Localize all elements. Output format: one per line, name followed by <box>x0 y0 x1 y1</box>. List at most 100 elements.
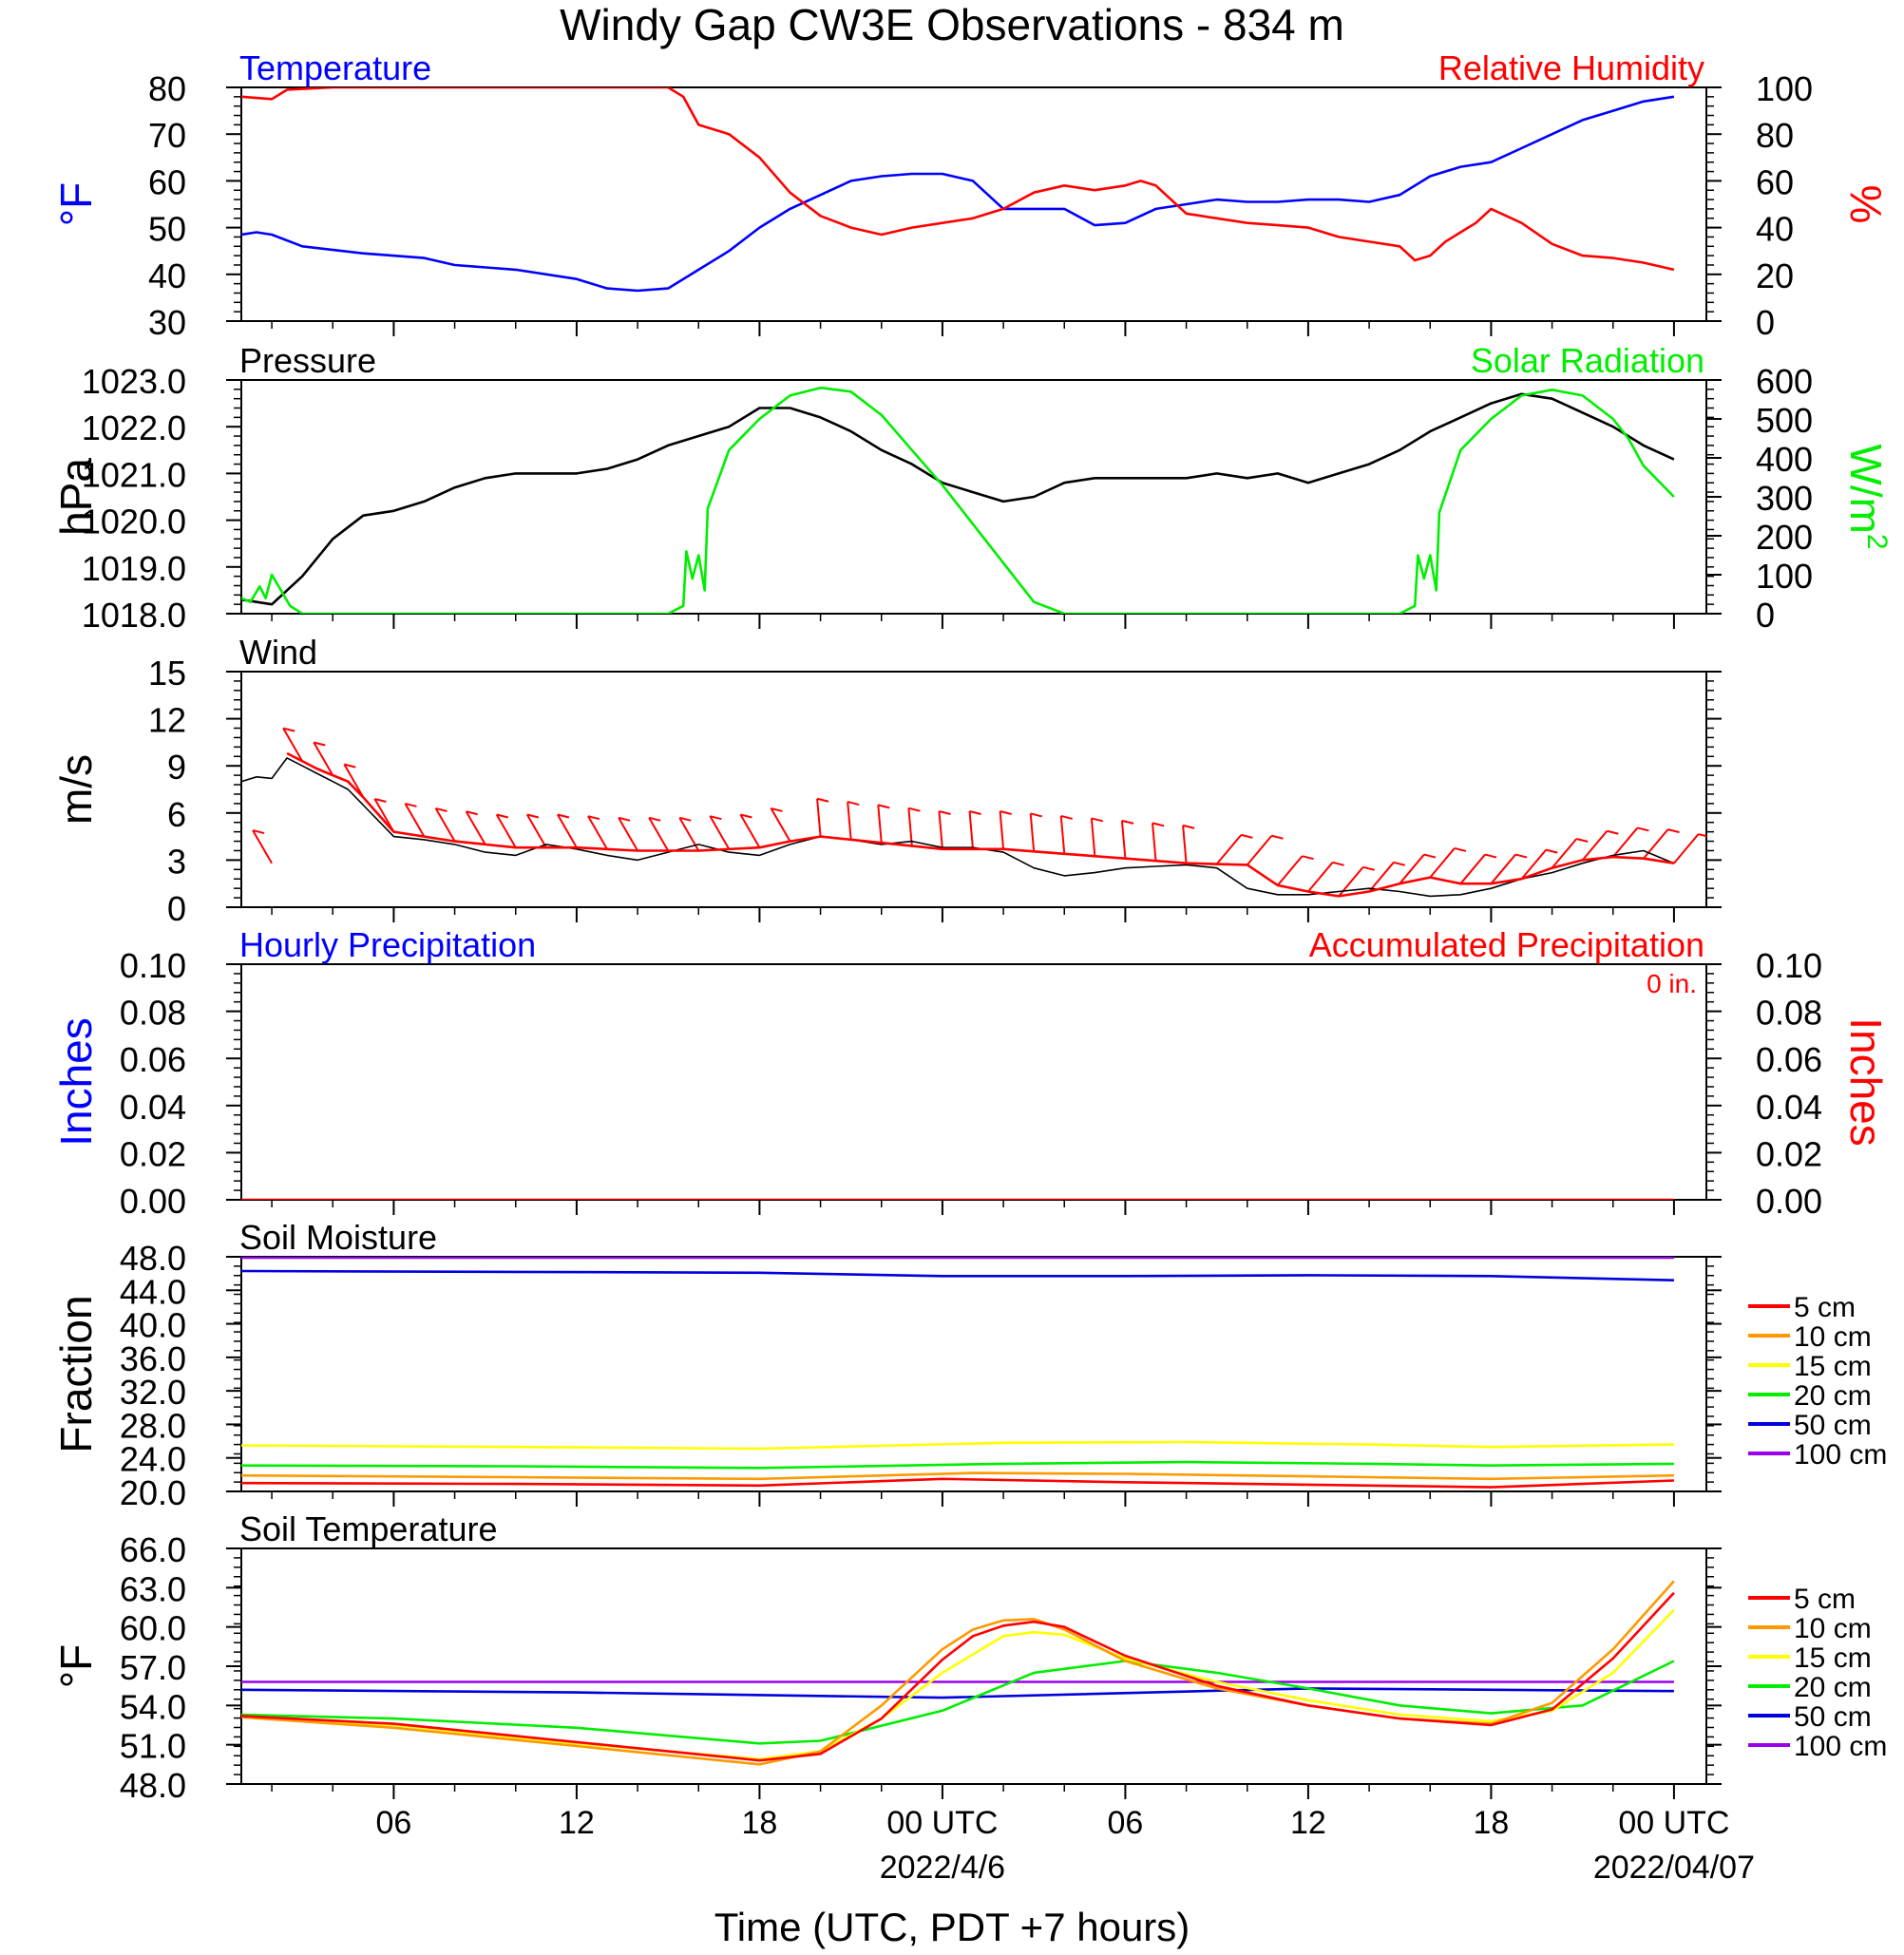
wind-barb <box>1643 828 1669 860</box>
legend-label: 10 cm <box>1794 1321 1872 1353</box>
y2-tick-label: 0.00 <box>1756 1182 1822 1221</box>
plot-frame <box>240 86 1707 322</box>
y2-tick-label: 600 <box>1756 362 1813 401</box>
x-date-label: 2022/4/6 <box>880 1850 1005 1886</box>
wind-barb-flag <box>679 816 692 822</box>
wind-barb-flag <box>1000 810 1012 815</box>
panel-soil-moisture: 20.024.028.032.036.040.044.048.0 Soil Moi… <box>51 1218 1722 1512</box>
legend-label: 20 cm <box>1794 1672 1872 1703</box>
wind-barb-flag <box>1030 812 1042 818</box>
series-line-humidity <box>241 87 1675 272</box>
wind-barb-flag <box>587 815 600 821</box>
legend-label: 10 cm <box>1794 1613 1872 1644</box>
wind-barb <box>907 807 913 846</box>
y2-tick-label: 0.10 <box>1756 946 1822 985</box>
wind-barb <box>1459 853 1486 884</box>
y-tick-label: 70 <box>148 116 186 155</box>
series-group <box>241 727 1706 898</box>
series-line-d50 <box>241 1687 1674 1699</box>
wind-barb-flag <box>1362 865 1375 871</box>
y-tick-label: 44.0 <box>120 1272 186 1311</box>
wind-barb <box>1673 833 1700 864</box>
legend-label: 100 cm <box>1794 1731 1887 1762</box>
wind-barb <box>618 817 638 851</box>
wind-barb-flag <box>878 804 890 809</box>
wind-barb <box>1152 823 1157 862</box>
x-tick-label: 06 <box>1108 1805 1144 1841</box>
y-tick-label: 63.0 <box>120 1569 186 1608</box>
y-tick-label: 32.0 <box>120 1373 186 1412</box>
wind-barb <box>252 829 273 864</box>
legend-label: 50 cm <box>1794 1410 1872 1441</box>
y-axis-label: °F <box>51 1644 101 1689</box>
wind-barb-flag <box>496 813 508 819</box>
series-group <box>241 1580 1675 1766</box>
wind-barb-flag <box>1423 853 1437 859</box>
wind-barb <box>313 741 334 776</box>
wind-barb <box>999 810 1005 849</box>
series-line-solar <box>241 386 1675 614</box>
series-line-d5 <box>241 1477 1674 1489</box>
y-tick-label: 60 <box>148 162 186 201</box>
series-group <box>241 87 1675 293</box>
wind-barb <box>816 798 822 837</box>
wind-barb <box>1215 834 1243 865</box>
wind-barb <box>968 810 974 849</box>
wind-barb <box>282 728 304 762</box>
wind-barb <box>847 801 852 840</box>
y2-axis-label: Inches <box>1841 1017 1891 1147</box>
y2-tick-label: 80 <box>1756 116 1794 155</box>
plot-frame <box>240 963 1707 1201</box>
panel-left-title: Hourly Precipitation <box>239 925 536 964</box>
wind-barb-flag <box>816 797 829 803</box>
x-tick-label: 12 <box>1290 1805 1326 1841</box>
y-tick-label: 0.00 <box>120 1182 186 1221</box>
series-group <box>241 1257 1674 1489</box>
legend-label: 50 cm <box>1794 1701 1872 1733</box>
y-axis-label: Inches <box>51 1017 101 1147</box>
y-axis-label: hPa <box>51 458 101 536</box>
wind-barb <box>1551 838 1578 869</box>
y-tick-label: 50 <box>148 210 186 249</box>
y-tick-label: 48.0 <box>120 1239 186 1278</box>
wind-barb <box>1520 848 1547 880</box>
series-group <box>241 386 1675 614</box>
wind-barb-flag <box>1332 861 1344 866</box>
wind-barb <box>877 805 883 844</box>
y2-tick-label: 0.08 <box>1756 994 1822 1033</box>
wind-barb <box>1368 862 1395 893</box>
y2-tick-label: 60 <box>1756 162 1794 201</box>
x-tick-label: 12 <box>559 1805 595 1841</box>
y-tick-label: 20.0 <box>120 1473 186 1512</box>
y-axis-label: °F <box>51 182 101 227</box>
series-line-d10 <box>241 1471 1674 1481</box>
y2-tick-label: 300 <box>1756 479 1813 518</box>
series-line-d5 <box>241 1591 1675 1762</box>
x-tick-label: 18 <box>742 1805 778 1841</box>
y-axis-label: m/s <box>51 754 101 825</box>
series-line-d15 <box>241 1608 1675 1761</box>
y-tick-label: 0.06 <box>120 1040 186 1079</box>
wind-barb <box>1611 826 1639 858</box>
panel-left-title: Soil Moisture <box>239 1218 437 1257</box>
wind-barb <box>373 798 395 833</box>
wind-barb <box>1429 847 1456 879</box>
y2-tick-label: 200 <box>1756 518 1813 557</box>
wind-barb <box>1399 853 1425 884</box>
wind-barb-flag <box>1302 855 1314 861</box>
wind-barb-flag <box>374 798 387 803</box>
panel-left-title: Pressure <box>239 341 376 380</box>
y-tick-label: 1019.0 <box>82 549 186 588</box>
panel-precipitation: 0.00 0.02 0.04 0.06 0.08 0.10 0.00 0.02 0.04 0.06… <box>51 925 1891 1221</box>
y2-tick-label: 0.02 <box>1756 1134 1822 1173</box>
wind-barb-flag <box>1514 853 1528 859</box>
y2-tick-label: 500 <box>1756 401 1813 440</box>
y-tick-label: 30 <box>148 303 186 342</box>
y2-tick-label: 400 <box>1756 440 1813 479</box>
panel-right-title: Accumulated Precipitation <box>1309 925 1704 964</box>
wind-barb <box>1246 835 1273 866</box>
wind-barb-flag <box>526 813 540 819</box>
